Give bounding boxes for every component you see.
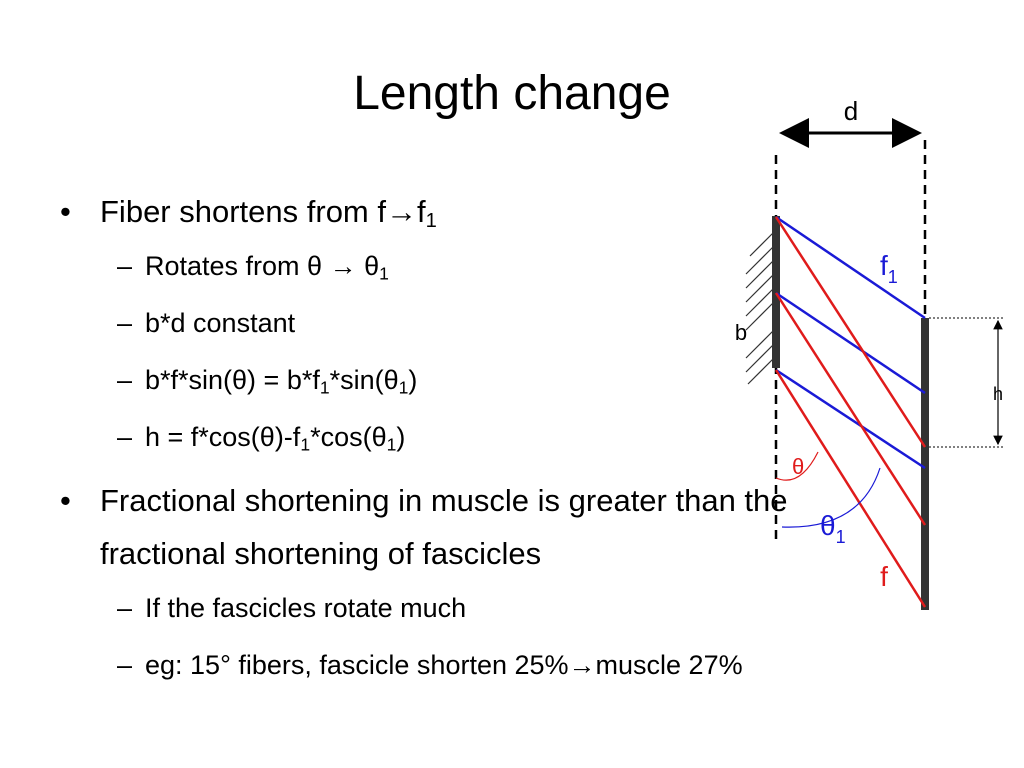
sub-bullet: h = f*cos(θ)-f1*cos(θ1) [117, 409, 800, 466]
label-d: d [844, 96, 858, 126]
aponeurosis-right [921, 318, 929, 610]
text-run: *sin(θ [329, 365, 399, 395]
sub-bullet: b*f*sin(θ) = b*f1*sin(θ1) [117, 352, 800, 409]
text-run: Fractional shortening in muscle is great… [100, 483, 788, 571]
label-theta1-base: θ [820, 510, 836, 541]
text-run: b*d constant [145, 308, 296, 338]
blue-fascicles [775, 215, 926, 470]
sub-bullet: If the fascicles rotate much [117, 580, 800, 637]
sub-bullet: Rotates from θ → θ1 [117, 238, 800, 295]
text-run: eg: 15° fibers, fascicle shorten 25%→mus… [145, 650, 743, 680]
subscript: 1 [379, 263, 389, 284]
text-run: h = f*cos(θ)-f [145, 422, 301, 452]
h-dimension [929, 317, 1003, 448]
text-run: If the fascicles rotate much [145, 593, 467, 623]
text-run: *cos(θ [310, 422, 387, 452]
slide-title: Length change [353, 67, 671, 120]
subscript: 1 [300, 434, 311, 455]
bullet: Fiber shortens from f→f1 [60, 185, 800, 238]
subscript: 1 [319, 377, 330, 398]
label-f1: f1 [880, 250, 898, 287]
label-f: f [880, 561, 888, 592]
text-run: Rotates from θ → θ [145, 251, 380, 281]
label-theta1-sub: 1 [836, 527, 846, 547]
theta-arc [775, 451, 819, 481]
aponeurosis-left [772, 216, 780, 368]
text-run: b*f*sin(θ) = b*f [145, 365, 320, 395]
subscript: 1 [386, 434, 397, 455]
bullet-list: Fiber shortens from f→f1Rotates from θ →… [0, 185, 800, 694]
label-theta: θ [792, 454, 804, 479]
subscript: 1 [425, 210, 437, 233]
label-f1-sub: 1 [888, 267, 898, 287]
subscript: 1 [398, 377, 409, 398]
text-run: Fiber shortens from f→f [100, 194, 426, 229]
label-theta1: θ1 [820, 510, 846, 547]
text-run: ) [408, 365, 418, 395]
red-fascicles [774, 216, 927, 608]
hatching [745, 229, 777, 385]
theta1-arc [781, 467, 881, 528]
sub-bullet: b*d constant [117, 295, 800, 352]
label-f1-base: f [880, 250, 888, 281]
label-b: b [735, 320, 747, 345]
label-h: h [993, 384, 1003, 404]
bullet: Fractional shortening in muscle is great… [60, 474, 800, 580]
text-run: ) [396, 422, 406, 452]
sub-bullet: eg: 15° fibers, fascicle shorten 25%→mus… [117, 637, 800, 694]
